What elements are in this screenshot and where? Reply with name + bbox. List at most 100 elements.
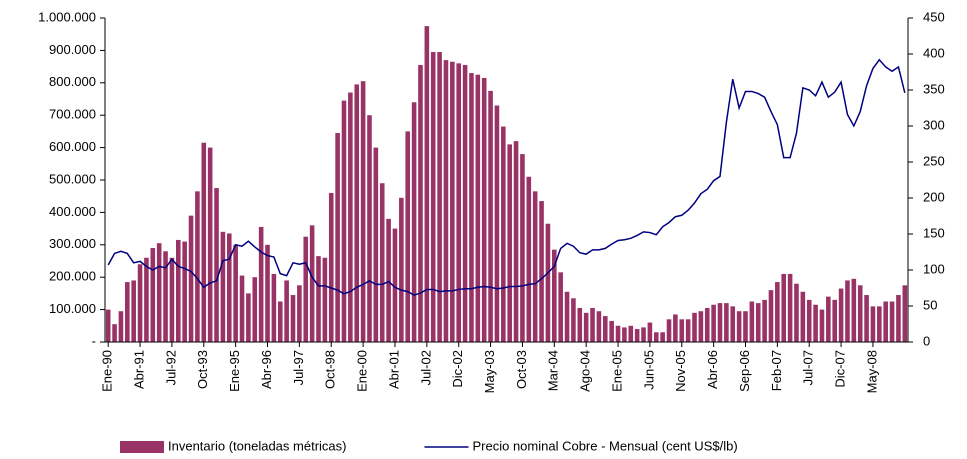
bar bbox=[418, 64, 423, 342]
bar bbox=[813, 304, 818, 342]
y-tick-label: 800.000 bbox=[49, 74, 96, 89]
y-tick-label: 100.000 bbox=[49, 301, 96, 316]
y2-tick-label: 100 bbox=[923, 261, 945, 276]
bar bbox=[137, 264, 143, 342]
bar bbox=[316, 256, 321, 342]
bar bbox=[685, 319, 691, 342]
bar bbox=[252, 277, 258, 342]
y2-tick-label: 350 bbox=[923, 81, 945, 96]
bar bbox=[647, 322, 653, 342]
bar bbox=[163, 251, 168, 342]
bar bbox=[583, 312, 589, 342]
bar bbox=[462, 64, 468, 342]
bar bbox=[271, 273, 277, 342]
bar bbox=[392, 228, 398, 342]
x-tick-label: Mar-04 bbox=[546, 350, 561, 391]
bar bbox=[609, 320, 614, 342]
x-tick-label: May-03 bbox=[482, 350, 497, 393]
x-tick-label: Dic-02 bbox=[450, 350, 465, 388]
bar bbox=[564, 291, 570, 342]
bar bbox=[437, 52, 442, 343]
bar bbox=[590, 307, 595, 342]
x-tick-label: Sep-06 bbox=[737, 350, 752, 392]
bar bbox=[532, 191, 538, 342]
bar bbox=[641, 327, 646, 342]
legend-swatch bbox=[120, 441, 164, 453]
bar bbox=[335, 133, 340, 342]
bar bbox=[322, 257, 328, 342]
bar bbox=[622, 327, 627, 342]
y2-tick-label: 400 bbox=[923, 45, 945, 60]
bar bbox=[864, 295, 869, 342]
bar bbox=[220, 231, 226, 342]
bar bbox=[125, 282, 130, 342]
bar bbox=[749, 301, 755, 342]
bar bbox=[692, 312, 697, 342]
y-tick-label: 400.000 bbox=[49, 204, 96, 219]
bar bbox=[596, 311, 602, 342]
bar bbox=[883, 301, 888, 342]
bar bbox=[411, 102, 417, 343]
x-tick-label: Ene-00 bbox=[355, 350, 370, 392]
bar bbox=[857, 285, 863, 342]
bar bbox=[348, 92, 353, 343]
x-tick-label: Oct-98 bbox=[323, 350, 338, 389]
bar bbox=[800, 291, 806, 342]
bar bbox=[214, 188, 219, 342]
y-tick-label: 1.000.000 bbox=[38, 9, 96, 24]
bar bbox=[201, 142, 207, 342]
bar bbox=[507, 144, 512, 342]
x-tick-label: Abr-06 bbox=[705, 350, 720, 389]
bar bbox=[233, 244, 238, 342]
bar bbox=[150, 248, 156, 342]
y2-tick-label: 450 bbox=[923, 9, 945, 24]
bar bbox=[105, 309, 111, 342]
bar bbox=[112, 324, 117, 342]
bar bbox=[207, 147, 213, 342]
x-tick-label: Oct-93 bbox=[195, 350, 210, 389]
bar bbox=[704, 307, 710, 342]
x-tick-label: May-08 bbox=[864, 350, 879, 393]
bar bbox=[602, 316, 608, 342]
bar bbox=[762, 299, 767, 342]
x-tick-label: Abr-91 bbox=[131, 350, 146, 389]
bar bbox=[571, 298, 576, 342]
bar bbox=[806, 299, 812, 342]
bar bbox=[845, 280, 850, 342]
bar bbox=[513, 141, 519, 342]
bar bbox=[450, 61, 455, 343]
bar bbox=[265, 244, 270, 342]
x-tick-label: Abr-01 bbox=[386, 350, 401, 389]
bar bbox=[258, 226, 264, 342]
x-tick-label: Jul-97 bbox=[291, 350, 306, 385]
bar bbox=[666, 319, 672, 342]
y-tick-label: 900.000 bbox=[49, 42, 96, 57]
bar bbox=[653, 332, 659, 342]
bar bbox=[775, 282, 780, 342]
bar bbox=[628, 325, 634, 342]
bar bbox=[354, 84, 360, 343]
bar bbox=[239, 275, 245, 342]
bar bbox=[481, 77, 487, 342]
bar bbox=[902, 285, 908, 342]
x-tick-label: Jul-92 bbox=[163, 350, 178, 385]
bar bbox=[781, 273, 787, 342]
bar bbox=[430, 52, 436, 343]
bar bbox=[794, 283, 799, 342]
bar bbox=[284, 280, 289, 342]
bar bbox=[488, 90, 493, 343]
bar bbox=[373, 147, 379, 342]
y2-tick-label: 0 bbox=[923, 333, 930, 348]
bar bbox=[896, 295, 901, 342]
y2-tick-label: 50 bbox=[923, 297, 937, 312]
y2-tick-label: 150 bbox=[923, 225, 945, 240]
y-tick-label: 600.000 bbox=[49, 139, 96, 154]
legend-label: Inventario (toneladas métricas) bbox=[168, 438, 346, 453]
bar bbox=[175, 239, 181, 342]
y2-tick-label: 200 bbox=[923, 189, 945, 204]
bar bbox=[520, 154, 525, 342]
x-tick-label: Oct-03 bbox=[514, 350, 529, 389]
bar bbox=[634, 329, 640, 342]
bar bbox=[768, 290, 774, 342]
